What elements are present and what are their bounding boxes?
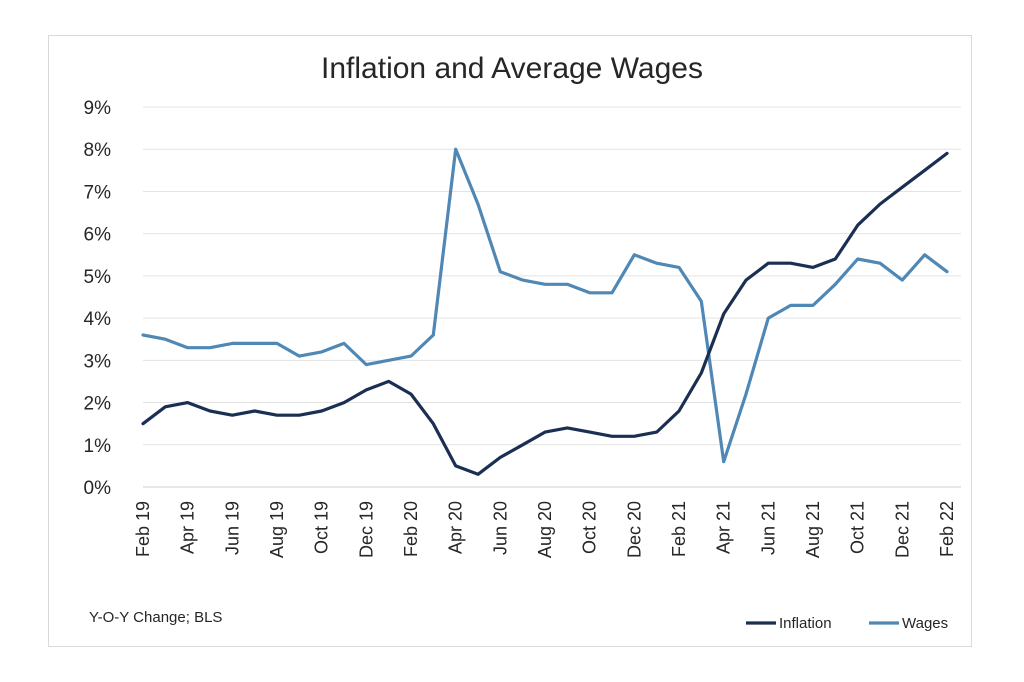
x-tick-label: Jun 20 — [490, 501, 510, 555]
y-tick-label: 2% — [84, 394, 112, 415]
x-tick-label: Apr 19 — [178, 501, 198, 554]
y-tick-label: 0% — [84, 478, 112, 499]
series-line-wages — [141, 147, 949, 464]
y-axis-ticks: 0% 1% 2% 3% 4% 5% 6% 7% 8% 9% — [84, 98, 112, 499]
x-tick-label: Feb 22 — [937, 501, 957, 557]
x-tick-label: Apr 20 — [446, 501, 466, 554]
x-tick-label: Feb 21 — [669, 501, 689, 557]
y-tick-label: 1% — [84, 436, 112, 457]
x-tick-label: Aug 19 — [267, 501, 287, 558]
line-chart: Inflation and Average Wages 0% 1% 2% 3% 4% 5%… — [84, 52, 961, 632]
x-tick-label: Oct 21 — [848, 501, 868, 554]
y-tick-label: 8% — [84, 140, 112, 161]
series-line-inflation — [141, 151, 949, 476]
x-tick-label: Feb 19 — [133, 501, 153, 557]
source-note: Y-O-Y Change; BLS — [89, 609, 222, 626]
x-tick-label: Dec 20 — [624, 501, 644, 558]
y-tick-label: 5% — [84, 267, 112, 288]
series-lines — [141, 147, 949, 476]
y-tick-label: 4% — [84, 309, 112, 330]
y-tick-label: 6% — [84, 225, 112, 246]
x-tick-label: Oct 19 — [312, 501, 332, 554]
legend: Inflation Wages — [746, 615, 948, 632]
y-tick-label: 7% — [84, 182, 112, 203]
x-tick-label: Aug 21 — [803, 501, 823, 558]
x-tick-label: Jun 21 — [758, 501, 778, 555]
x-tick-label: Apr 21 — [714, 501, 734, 554]
x-tick-label: Dec 19 — [356, 501, 376, 558]
x-tick-label: Aug 20 — [535, 501, 555, 558]
x-tick-label: Feb 20 — [401, 501, 421, 557]
y-tick-label: 3% — [84, 351, 112, 372]
legend-label: Inflation — [779, 615, 832, 632]
legend-label: Wages — [902, 615, 948, 632]
x-tick-label: Dec 21 — [892, 501, 912, 558]
x-tick-label: Oct 20 — [580, 501, 600, 554]
chart-panel: Inflation and Average Wages 0% 1% 2% 3% 4% 5%… — [48, 35, 972, 647]
x-axis-ticks: Feb 19 Apr 19 Jun 19 Aug 19 Oct 19 Dec 19 Feb … — [133, 501, 957, 558]
x-tick-label: Jun 19 — [222, 501, 242, 555]
chart-title: Inflation and Average Wages — [321, 52, 703, 85]
gridlines — [143, 106, 961, 488]
y-tick-label: 9% — [84, 98, 112, 119]
